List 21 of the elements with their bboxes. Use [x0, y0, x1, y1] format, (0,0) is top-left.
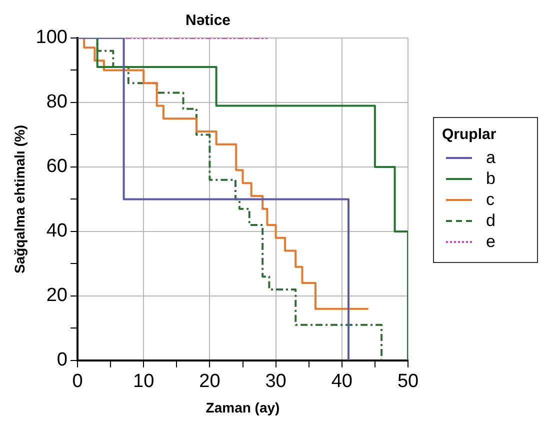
x-tick-label: 30: [265, 371, 286, 392]
y-tick-label: 20: [46, 285, 68, 306]
legend-label: e: [486, 232, 496, 252]
legend-label: c: [486, 190, 494, 210]
y-tick-label: 0: [56, 350, 68, 371]
chart-title: Nətice: [185, 12, 231, 30]
x-tick-label: 10: [133, 371, 154, 392]
y-axis-title: Sağqalma ehtimalı (%): [11, 124, 28, 274]
x-tick-label: 40: [331, 371, 352, 392]
y-tick-label: 100: [36, 27, 68, 48]
x-axis-title: Zaman (ay): [206, 399, 280, 416]
y-tick-label: 80: [46, 92, 68, 113]
x-tick-label: 20: [199, 371, 220, 392]
legend-label: b: [486, 168, 496, 188]
x-tick-label: 50: [397, 371, 419, 392]
legend-label: a: [486, 148, 496, 168]
x-tick-label: 0: [72, 371, 83, 392]
legend-label: d: [486, 210, 496, 230]
y-tick-label: 60: [46, 156, 68, 178]
legend-title: Qruplar: [442, 126, 498, 143]
y-tick-label: 40: [46, 220, 68, 242]
